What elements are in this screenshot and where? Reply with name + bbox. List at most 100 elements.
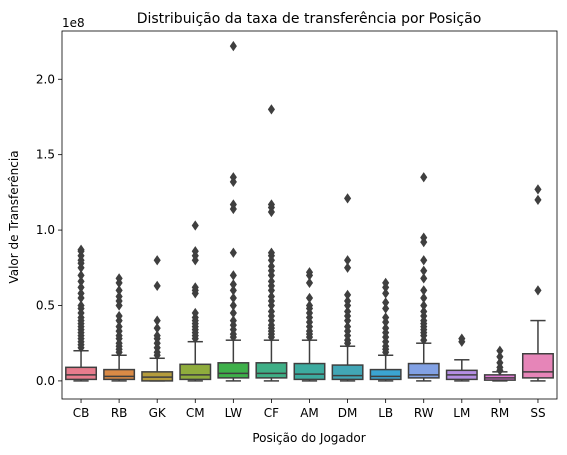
- outlier-point: [382, 297, 390, 308]
- box-cf: [255, 104, 288, 382]
- outlier-point: [115, 273, 123, 284]
- y-axis-label: Valor de Transferência: [7, 150, 21, 283]
- outlier-point: [382, 303, 390, 314]
- outlier-point: [229, 279, 237, 290]
- box-iqr: [217, 362, 250, 379]
- box-iqr: [103, 368, 136, 381]
- x-tick-label: CM: [186, 406, 205, 420]
- outlier-point: [115, 285, 123, 296]
- outlier-point: [115, 310, 123, 322]
- outlier-point: [420, 292, 428, 304]
- box-lb: [369, 277, 402, 382]
- outlier-point: [534, 184, 542, 195]
- outlier-point: [496, 351, 504, 362]
- outlier-point: [496, 357, 504, 368]
- x-axis-ticks: CB RB GK CM LW CF AM DM LB RW LM RM SS: [73, 399, 546, 420]
- box-rm: [483, 345, 516, 382]
- outlier-point: [229, 307, 237, 319]
- outlier-point: [77, 282, 85, 293]
- outlier-point: [267, 276, 275, 287]
- outlier-point: [267, 306, 275, 317]
- outlier-point: [305, 300, 314, 311]
- outlier-point: [382, 312, 390, 323]
- outlier-point: [229, 199, 237, 210]
- box-gk: [141, 255, 174, 382]
- outlier-point: [382, 277, 390, 288]
- outlier-point: [229, 285, 237, 296]
- x-tick-label: RB: [111, 406, 128, 420]
- outlier-point: [382, 322, 390, 334]
- outlier-point: [420, 285, 428, 296]
- x-tick-label: DM: [338, 406, 358, 420]
- outlier-point: [153, 330, 161, 341]
- outlier-point: [229, 172, 237, 183]
- outlier-point: [191, 307, 199, 319]
- box-iqr: [141, 371, 174, 382]
- outlier-point: [229, 315, 237, 326]
- box-rw: [407, 172, 440, 382]
- outlier-point: [115, 321, 123, 332]
- box-cm: [179, 220, 212, 382]
- box-cb: [65, 244, 98, 382]
- x-tick-label: SS: [530, 406, 545, 420]
- axes-frame: [61, 30, 558, 400]
- outlier-point: [77, 276, 85, 287]
- box-iqr: [65, 366, 98, 381]
- x-tick-label: RW: [414, 406, 434, 420]
- outlier-point: [153, 255, 161, 266]
- outlier-point: [420, 300, 428, 311]
- x-tick-label: CB: [73, 406, 90, 420]
- x-tick-label: LW: [225, 406, 243, 420]
- box-dm: [331, 193, 364, 382]
- x-tick-label: LM: [453, 406, 470, 420]
- outlier-point: [77, 288, 85, 299]
- box-iqr: [521, 353, 554, 379]
- outlier-point: [382, 288, 390, 299]
- outlier-point: [420, 172, 428, 183]
- outlier-point: [191, 282, 199, 293]
- outlier-point: [153, 315, 161, 326]
- box-iqr: [407, 362, 440, 379]
- outlier-point: [191, 246, 199, 257]
- y-tick-label: 0.5: [36, 298, 55, 312]
- x-tick-label: LB: [378, 406, 393, 420]
- outlier-point: [77, 244, 85, 255]
- y-tick-label: 1.5: [36, 148, 55, 162]
- chart-title: Distribuição da taxa de transferência po…: [137, 11, 482, 27]
- outlier-point: [420, 306, 428, 317]
- y-tick-label: 0.0: [36, 374, 55, 388]
- outlier-point: [305, 267, 314, 278]
- outlier-point: [344, 306, 352, 317]
- outlier-point: [496, 345, 504, 356]
- box-rb: [103, 273, 136, 382]
- box-lm: [445, 333, 478, 382]
- outlier-point: [344, 321, 352, 332]
- x-tick-label: GK: [149, 406, 167, 420]
- outlier-point: [267, 104, 275, 115]
- outlier-point: [153, 322, 161, 334]
- outlier-point: [534, 285, 542, 296]
- box-lw: [217, 40, 250, 382]
- outlier-point: [305, 292, 314, 304]
- outlier-point: [420, 255, 428, 266]
- box-ss: [521, 184, 554, 382]
- x-tick-label: CF: [264, 406, 279, 420]
- box-iqr: [369, 368, 402, 381]
- x-axis-label: Posição do Jogador: [252, 431, 365, 445]
- outlier-point: [344, 289, 352, 301]
- outlier-point: [267, 291, 275, 302]
- outlier-point: [77, 270, 85, 281]
- outlier-point: [229, 292, 237, 304]
- box-iqr: [179, 363, 212, 381]
- outlier-point: [344, 255, 352, 266]
- outlier-point: [420, 232, 428, 243]
- y-axis-ticks: 0.0 0.5 1.0 1.5 2.0: [36, 72, 62, 388]
- outlier-point: [420, 273, 428, 284]
- box-series-group: [65, 40, 554, 382]
- outlier-point: [344, 262, 352, 273]
- box-iqr: [255, 362, 288, 379]
- outlier-point: [458, 333, 466, 344]
- outlier-point: [305, 277, 314, 288]
- outlier-point: [344, 295, 352, 307]
